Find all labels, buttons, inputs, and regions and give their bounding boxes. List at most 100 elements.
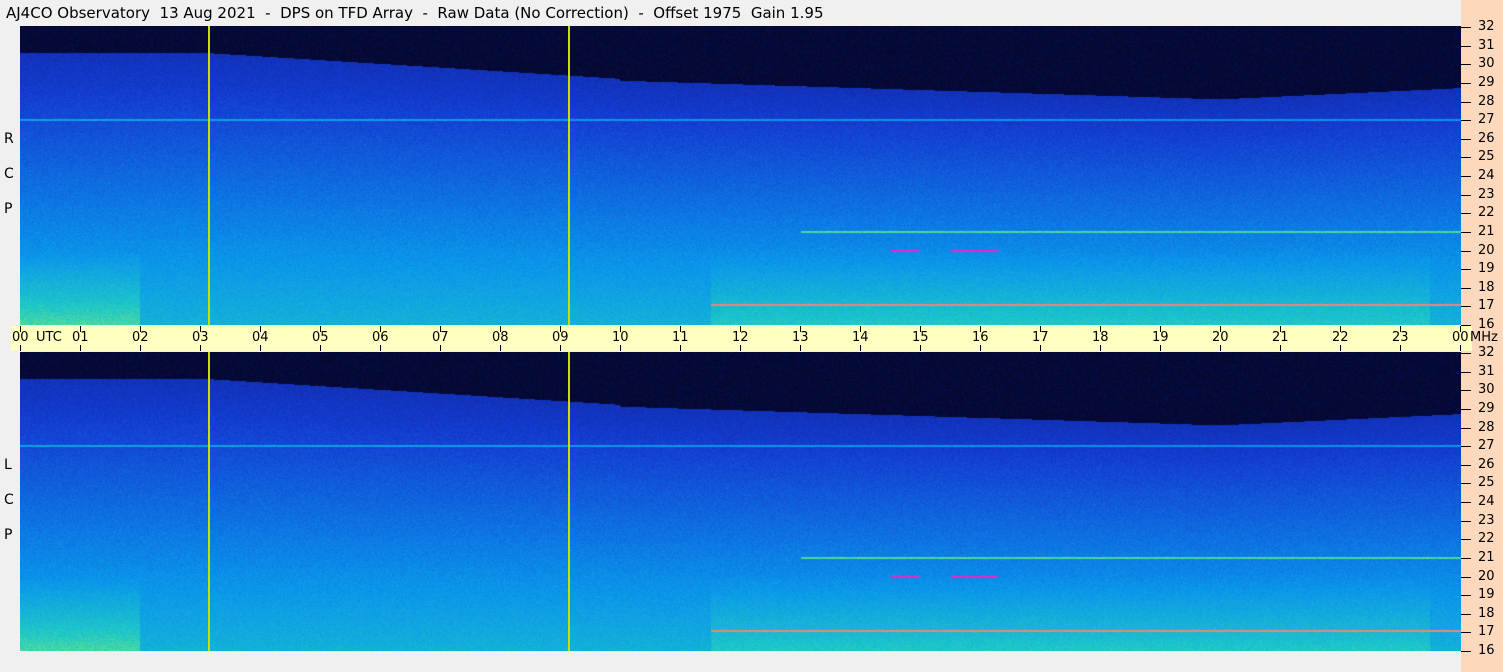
freq-tick [1461, 27, 1471, 28]
time-tick [440, 345, 441, 351]
time-tick [1280, 326, 1281, 332]
time-tick [920, 345, 921, 351]
time-label: 21 [1272, 330, 1289, 345]
freq-label: 32 [1478, 19, 1495, 34]
freq-label: 27 [1478, 112, 1495, 128]
freq-tick [1461, 557, 1471, 559]
time-tick [860, 345, 861, 351]
freq-label: 24 [1478, 168, 1495, 183]
freq-tick [1461, 632, 1471, 634]
time-marker-line [208, 26, 210, 325]
freq-label: 19 [1478, 587, 1495, 603]
freq-label: 17 [1478, 298, 1495, 314]
freq-tick [1461, 306, 1471, 308]
time-label: 19 [1152, 330, 1169, 345]
freq-tick [1461, 427, 1471, 429]
time-tick [920, 326, 921, 332]
time-tick [560, 326, 561, 332]
freq-label: 20 [1478, 568, 1495, 584]
time-label: 20 [1212, 330, 1229, 345]
freq-label: 22 [1478, 531, 1495, 547]
freq-label: 25 [1478, 475, 1495, 491]
freq-tick [1461, 613, 1471, 615]
time-label: 04 [252, 330, 269, 345]
freq-tick [1461, 250, 1471, 252]
time-tick [440, 326, 441, 332]
freq-label: 23 [1478, 512, 1495, 528]
time-label: 14 [852, 330, 869, 345]
freq-label: 24 [1478, 494, 1495, 509]
time-label: 02 [132, 330, 149, 345]
time-tick [1160, 326, 1161, 332]
time-label: 23 [1392, 330, 1409, 345]
freq-tick [1461, 576, 1471, 578]
freq-tick [1461, 390, 1471, 392]
time-label: 11 [672, 330, 689, 345]
time-tick [560, 345, 561, 351]
freq-tick [1461, 595, 1471, 597]
time-label: 07 [432, 330, 449, 345]
time-label: 13 [792, 330, 809, 345]
freq-label: 20 [1478, 242, 1495, 258]
freq-tick [1461, 325, 1471, 326]
time-label: 17 [1032, 330, 1049, 345]
freq-label: 16 [1478, 317, 1495, 332]
freq-tick [1461, 138, 1471, 140]
time-tick [620, 326, 621, 332]
polarization-letter: C [4, 492, 14, 508]
freq-tick [1461, 287, 1471, 289]
time-tick [200, 345, 201, 351]
polarization-letter: C [4, 166, 14, 182]
time-label: 09 [552, 330, 569, 345]
freq-label: 22 [1478, 205, 1495, 221]
freq-tick [1461, 120, 1471, 122]
freq-tick [1461, 539, 1471, 541]
time-tick [320, 345, 321, 351]
time-tick [1280, 345, 1281, 351]
freq-label: 28 [1478, 93, 1495, 109]
freq-tick [1461, 101, 1471, 103]
time-label: 06 [372, 330, 389, 345]
freq-label: 21 [1478, 549, 1495, 565]
freq-label: 26 [1478, 456, 1495, 472]
polarization-letter: R [4, 131, 14, 147]
time-tick [500, 345, 501, 351]
time-label: 03 [192, 330, 209, 345]
freq-tick [1461, 408, 1471, 410]
time-tick [260, 345, 261, 351]
freq-tick [1461, 446, 1471, 448]
time-tick [1400, 326, 1401, 332]
time-tick [1100, 326, 1101, 332]
freq-tick [1461, 520, 1471, 522]
time-label: 15 [912, 330, 929, 345]
freq-label: 18 [1478, 605, 1495, 621]
time-tick [860, 326, 861, 332]
freq-label: 32 [1478, 345, 1495, 360]
polarization-letter: P [4, 527, 13, 543]
time-tick [140, 326, 141, 332]
time-marker-line [208, 352, 210, 651]
time-tick [80, 326, 81, 332]
time-label: 00 [1452, 330, 1469, 345]
freq-label: 25 [1478, 149, 1495, 165]
time-axis-band [11, 326, 1472, 351]
freq-tick [1461, 82, 1471, 84]
freq-label: 16 [1478, 643, 1495, 658]
time-tick [260, 326, 261, 332]
time-tick [800, 326, 801, 332]
mhz-unit-label: MHz [1470, 330, 1498, 345]
time-tick [980, 326, 981, 332]
freq-tick [1461, 176, 1471, 177]
time-tick [1400, 345, 1401, 351]
time-label: 10 [612, 330, 629, 345]
freq-label: 17 [1478, 624, 1495, 640]
time-label: 18 [1092, 330, 1109, 345]
freq-label: 29 [1478, 74, 1495, 90]
freq-tick [1461, 64, 1471, 66]
time-tick [1460, 345, 1461, 351]
freq-label: 29 [1478, 400, 1495, 416]
freq-tick [1461, 464, 1471, 466]
time-tick [800, 345, 801, 351]
spectrogram-rcp [20, 26, 1461, 325]
freq-label: 30 [1478, 56, 1495, 72]
